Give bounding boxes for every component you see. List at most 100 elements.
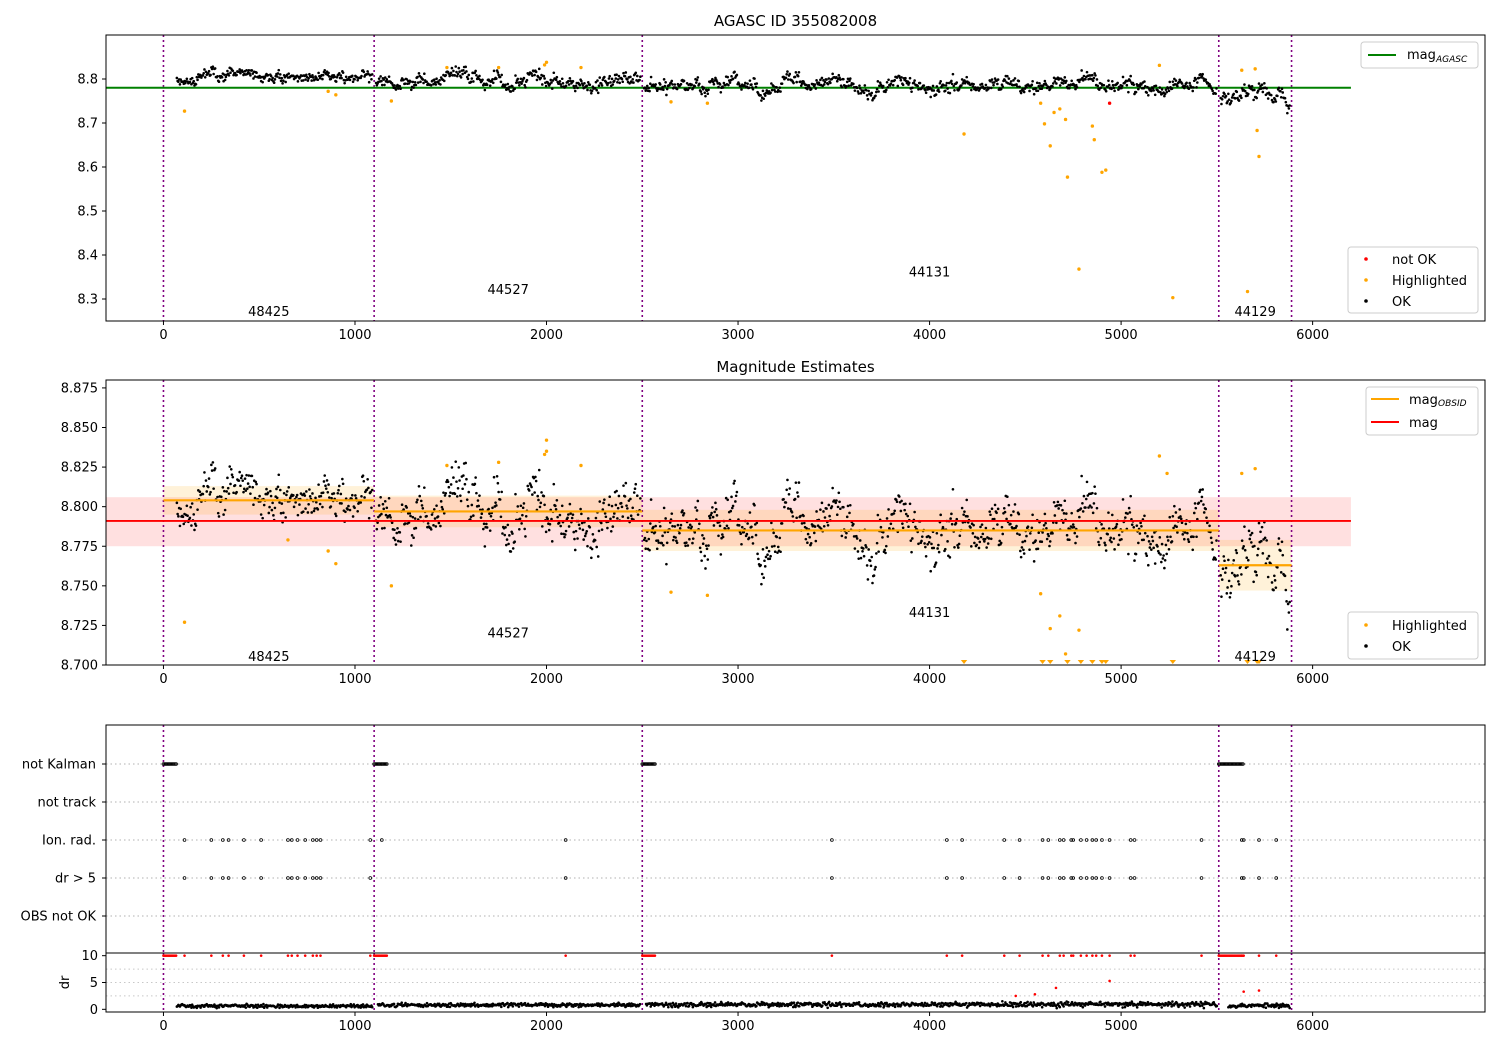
- ok-point: [442, 491, 445, 494]
- ok-point: [278, 76, 281, 80]
- ok-point: [1201, 72, 1204, 76]
- flag-marker: [960, 838, 964, 842]
- highlighted-point: [1245, 289, 1250, 294]
- flag-marker: [314, 876, 319, 880]
- ok-point: [439, 83, 442, 86]
- dr-point: [796, 1001, 800, 1004]
- ok-point: [1152, 546, 1155, 550]
- dr-clipped-point: [290, 954, 294, 957]
- dr-clipped-point: [369, 954, 372, 957]
- ok-point: [595, 88, 598, 92]
- ok-point: [756, 552, 759, 556]
- ok-point: [761, 547, 765, 551]
- ok-point: [179, 78, 182, 81]
- ok-point: [785, 73, 788, 76]
- ok-point: [1179, 515, 1182, 518]
- obsid-label: 44131: [909, 606, 950, 621]
- dr-clipped-point: [564, 954, 567, 957]
- dr-point: [1011, 1005, 1015, 1009]
- ok-point: [932, 546, 936, 550]
- ok-point: [1112, 86, 1116, 90]
- ok-point: [762, 576, 766, 580]
- highlighted-point: [1063, 117, 1068, 122]
- ok-point: [1230, 571, 1234, 575]
- ok-point: [455, 70, 458, 74]
- ok-point: [211, 461, 215, 464]
- ok-point: [837, 73, 841, 77]
- ok-point: [328, 496, 331, 499]
- ok-point: [1235, 90, 1239, 94]
- ok-point: [717, 534, 720, 538]
- ok-point: [356, 78, 359, 82]
- ok-point: [1106, 532, 1109, 536]
- ok-point: [519, 504, 523, 508]
- dr-point: [517, 1005, 521, 1008]
- y-tick-label: 8.8: [77, 73, 98, 88]
- dr-point: [244, 1006, 248, 1009]
- ok-point: [862, 91, 866, 95]
- ok-point: [768, 557, 772, 561]
- ok-point: [1032, 92, 1036, 96]
- ok-point: [649, 522, 652, 525]
- ok-point: [318, 76, 322, 80]
- ok-point: [421, 78, 425, 81]
- ok-point: [624, 481, 628, 485]
- ok-point: [496, 481, 500, 485]
- ok-point: [362, 479, 366, 483]
- ok-point: [268, 77, 271, 81]
- ok-point: [869, 94, 873, 97]
- ok-point: [733, 70, 736, 74]
- ok-point: [952, 84, 956, 88]
- ok-point: [537, 67, 541, 71]
- highlighted-point: [1257, 154, 1261, 159]
- flag-marker: [1084, 838, 1089, 842]
- dr-point: [929, 1003, 933, 1007]
- ok-point: [189, 505, 192, 509]
- ok-point: [380, 79, 383, 83]
- ok-point: [1173, 504, 1176, 508]
- ok-point: [899, 78, 903, 82]
- flag-marker: [311, 876, 315, 880]
- flag-marker: [170, 762, 175, 766]
- ok-point: [893, 509, 897, 513]
- ok-point: [972, 523, 975, 527]
- ok-point: [1001, 85, 1005, 88]
- ok-point: [751, 542, 755, 545]
- x-tick-label: 3000: [721, 1019, 754, 1034]
- ok-point: [1265, 539, 1268, 542]
- dr-point: [1056, 1002, 1060, 1006]
- ok-point: [748, 79, 752, 82]
- ok-point: [682, 512, 686, 515]
- ok-point: [943, 547, 947, 551]
- ok-point: [1110, 87, 1113, 91]
- dr-point: [948, 1004, 951, 1008]
- ok-point: [228, 465, 232, 468]
- ok-point: [946, 540, 949, 543]
- ok-point: [878, 81, 882, 84]
- ok-point: [901, 526, 905, 530]
- ok-point: [609, 81, 612, 84]
- ok-point: [1225, 592, 1229, 595]
- ok-point: [310, 79, 314, 82]
- dr-point: [883, 1004, 886, 1008]
- ok-point: [1086, 494, 1090, 497]
- ok-point: [439, 524, 442, 528]
- dr-clipped-point: [221, 954, 225, 957]
- ok-point: [498, 75, 502, 79]
- ok-point: [438, 78, 441, 82]
- ok-point: [595, 545, 598, 549]
- ok-point: [544, 84, 548, 88]
- x-tick-label: 5000: [1105, 672, 1138, 687]
- ok-point: [1165, 90, 1168, 94]
- ok-point: [422, 81, 425, 85]
- legend-label: mag: [1409, 416, 1438, 431]
- ok-point: [530, 485, 533, 489]
- ok-point: [323, 474, 327, 477]
- ok-point: [954, 521, 958, 525]
- ok-point: [703, 91, 707, 95]
- ok-point: [856, 550, 860, 553]
- ok-point: [721, 86, 725, 89]
- ok-point: [569, 512, 572, 515]
- ok-point: [227, 492, 231, 495]
- ok-point: [470, 77, 474, 80]
